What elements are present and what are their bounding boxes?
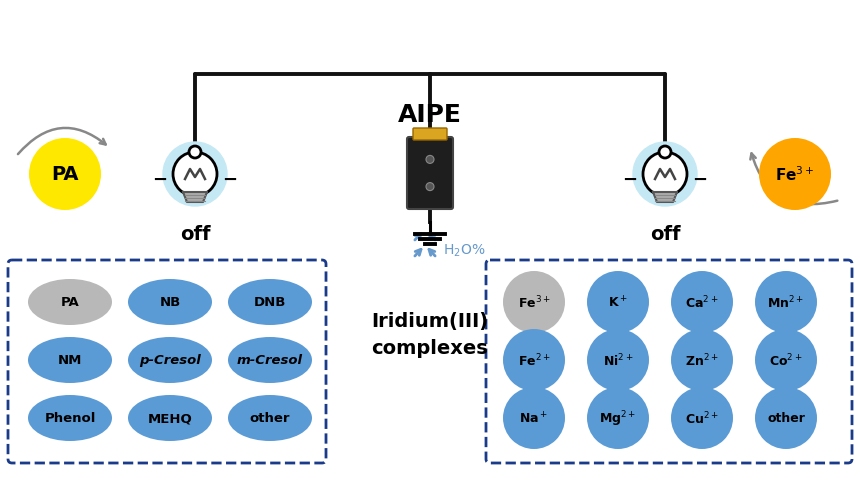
Text: AIPE: AIPE: [398, 103, 462, 127]
Text: H$_2$O%: H$_2$O%: [443, 242, 485, 258]
Text: m-Cresol: m-Cresol: [237, 354, 303, 367]
Text: K$^+$: K$^+$: [608, 295, 628, 310]
Ellipse shape: [228, 395, 312, 441]
Text: other: other: [249, 412, 291, 424]
Ellipse shape: [28, 279, 112, 325]
Ellipse shape: [128, 279, 212, 325]
Text: −: −: [152, 171, 168, 189]
Circle shape: [503, 272, 565, 333]
Circle shape: [587, 387, 649, 449]
Polygon shape: [183, 193, 207, 203]
Circle shape: [659, 147, 671, 159]
Ellipse shape: [128, 395, 212, 441]
Circle shape: [671, 329, 733, 391]
Text: p-Cresol: p-Cresol: [139, 354, 201, 367]
Ellipse shape: [128, 337, 212, 383]
Text: Iridium(III)
complexes: Iridium(III) complexes: [372, 312, 488, 357]
Text: Na$^+$: Na$^+$: [519, 410, 549, 426]
Ellipse shape: [228, 279, 312, 325]
Text: Ca$^{2+}$: Ca$^{2+}$: [685, 294, 719, 311]
Text: −: −: [623, 171, 637, 189]
Text: MEHQ: MEHQ: [148, 412, 193, 424]
Circle shape: [759, 139, 831, 211]
Text: −: −: [692, 171, 708, 189]
Circle shape: [426, 183, 434, 191]
Ellipse shape: [228, 337, 312, 383]
Circle shape: [189, 147, 201, 159]
Circle shape: [503, 387, 565, 449]
Circle shape: [173, 152, 217, 197]
Text: Fe$^{3+}$: Fe$^{3+}$: [775, 166, 814, 184]
Text: NM: NM: [58, 354, 83, 367]
Text: off: off: [180, 225, 210, 244]
Circle shape: [163, 143, 227, 207]
Text: DNB: DNB: [254, 296, 286, 309]
Text: NB: NB: [159, 296, 181, 309]
Circle shape: [426, 156, 434, 164]
Text: Fe$^{3+}$: Fe$^{3+}$: [518, 294, 550, 311]
Text: off: off: [650, 225, 680, 244]
Polygon shape: [653, 193, 677, 203]
Ellipse shape: [28, 395, 112, 441]
Circle shape: [755, 387, 817, 449]
Text: Fe$^{2+}$: Fe$^{2+}$: [518, 352, 550, 368]
Circle shape: [643, 152, 687, 197]
Circle shape: [29, 139, 101, 211]
Text: Mn$^{2+}$: Mn$^{2+}$: [767, 294, 805, 311]
Text: Phenol: Phenol: [45, 412, 95, 424]
Text: other: other: [767, 412, 805, 424]
Circle shape: [503, 329, 565, 391]
Circle shape: [633, 143, 697, 207]
FancyBboxPatch shape: [407, 138, 453, 210]
Text: Ni$^{2+}$: Ni$^{2+}$: [603, 352, 633, 368]
Circle shape: [755, 329, 817, 391]
Text: −: −: [223, 171, 237, 189]
Circle shape: [587, 272, 649, 333]
Circle shape: [755, 272, 817, 333]
Text: Cu$^{2+}$: Cu$^{2+}$: [685, 410, 719, 426]
Circle shape: [671, 272, 733, 333]
FancyBboxPatch shape: [413, 129, 447, 141]
Circle shape: [671, 387, 733, 449]
Text: Mg$^{2+}$: Mg$^{2+}$: [599, 408, 636, 428]
Text: Zn$^{2+}$: Zn$^{2+}$: [685, 352, 719, 368]
Circle shape: [587, 329, 649, 391]
Text: Co$^{2+}$: Co$^{2+}$: [769, 352, 802, 368]
Text: PA: PA: [52, 165, 79, 184]
Text: PA: PA: [60, 296, 79, 309]
Ellipse shape: [28, 337, 112, 383]
